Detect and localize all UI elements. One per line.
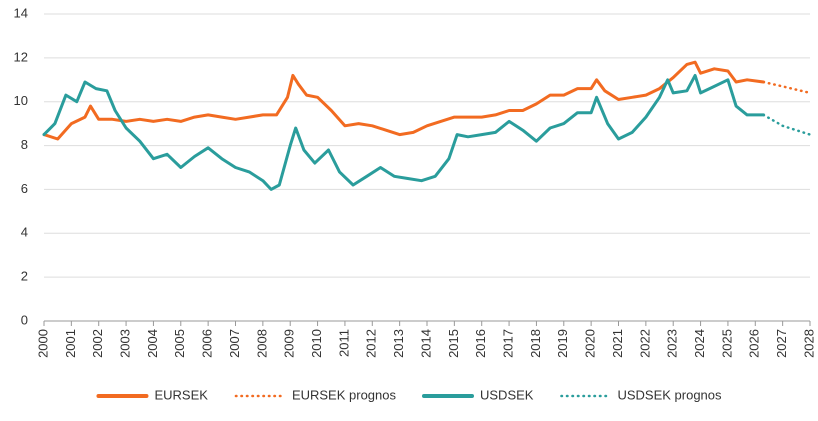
legend-label: EURSEK prognos — [292, 387, 397, 402]
y-tick-label: 10 — [14, 93, 28, 108]
series-line — [42, 60, 765, 141]
x-tick-label: 2018 — [528, 329, 543, 358]
x-tick-label: 2001 — [63, 329, 78, 358]
x-tick-label: 2014 — [418, 329, 433, 358]
y-tick-label: 6 — [21, 181, 28, 196]
x-tick-label: 2011 — [336, 329, 351, 357]
x-tick-label: 2015 — [446, 329, 461, 358]
x-tick-label: 2007 — [227, 329, 242, 358]
x-tick-label: 2017 — [501, 329, 516, 358]
x-tick-label: 2020 — [583, 329, 598, 358]
x-tick-label: 2027 — [774, 329, 789, 358]
y-tick-label: 2 — [21, 269, 28, 284]
x-tick-label: 2005 — [172, 329, 187, 358]
x-tick-label: 2024 — [692, 329, 707, 358]
y-tick-label: 8 — [21, 137, 28, 152]
legend-label: EURSEK — [154, 387, 208, 402]
y-tick-label: 12 — [14, 49, 28, 64]
y-tick-label: 14 — [14, 5, 28, 20]
x-tick-label: 2025 — [719, 329, 734, 358]
x-tick-label: 2026 — [747, 329, 762, 358]
x-tick-label: 2008 — [254, 329, 269, 358]
x-tick-label: 2010 — [309, 329, 324, 358]
y-tick-label: 0 — [21, 312, 28, 327]
x-tick-label: 2021 — [610, 329, 625, 358]
x-tick-label: 2022 — [637, 329, 652, 358]
x-tick-label: 2000 — [35, 329, 50, 358]
series-line — [42, 73, 765, 191]
x-tick-label: 2016 — [473, 329, 488, 358]
x-tick-label: 2019 — [555, 329, 570, 358]
series-line — [762, 80, 812, 95]
x-tick-label: 2023 — [665, 329, 680, 358]
x-tick-label: 2013 — [391, 329, 406, 358]
x-tick-label: 2028 — [801, 329, 816, 358]
series-line — [762, 113, 812, 136]
x-tick-label: 2006 — [200, 329, 215, 358]
x-tick-label: 2012 — [364, 329, 379, 358]
x-tick-label: 2002 — [90, 329, 105, 358]
x-tick-label: 2009 — [282, 329, 297, 358]
x-tick-label: 2003 — [118, 329, 133, 358]
legend-label: USDSEK prognos — [617, 387, 722, 402]
y-tick-label: 4 — [21, 225, 28, 240]
legend-label: USDSEK — [480, 387, 534, 402]
x-tick-label: 2004 — [145, 329, 160, 358]
